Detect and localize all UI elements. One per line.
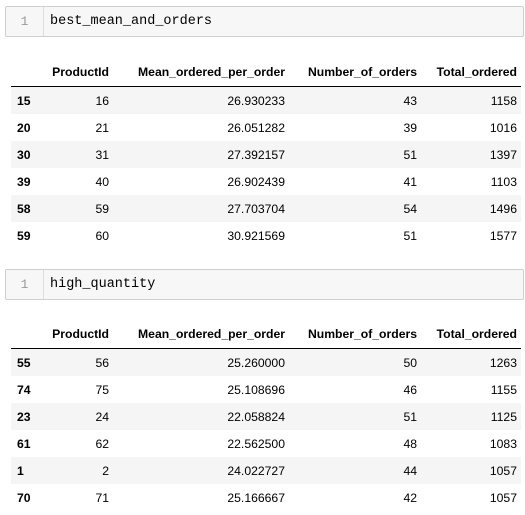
- table-cell: 26.051282: [227, 120, 285, 135]
- row-index: 15: [17, 93, 31, 108]
- row-index: 59: [17, 228, 31, 243]
- line-number: 1: [6, 7, 44, 36]
- table-cell: 51: [403, 409, 417, 424]
- table-cell: 21: [95, 120, 109, 135]
- table-row: 61 62 22.562500 48 1083: [11, 430, 521, 457]
- table-cell: 1577: [489, 228, 517, 243]
- line-number: 1: [6, 270, 44, 299]
- dataframe-output-1: ProductId Mean_ordered_per_order Number_…: [11, 58, 521, 249]
- column-header: Total_ordered: [421, 58, 521, 87]
- row-index: 55: [17, 355, 31, 370]
- table-cell: 41: [403, 174, 417, 189]
- table-cell: 46: [403, 382, 417, 397]
- table-row: 74 75 25.108696 46 1155: [11, 376, 521, 403]
- row-index: 1: [17, 463, 24, 478]
- table-cell: 1397: [489, 147, 517, 162]
- row-index: 39: [17, 174, 31, 189]
- code-cell-input-1[interactable]: 1 best_mean_and_orders: [5, 6, 524, 37]
- table-header-row: ProductId Mean_ordered_per_order Number_…: [11, 58, 521, 87]
- table-cell: 1057: [489, 490, 517, 505]
- table-cell: 51: [403, 147, 417, 162]
- table-row: 58 59 27.703704 54 1496: [11, 195, 521, 222]
- table-cell: 26.930233: [227, 93, 285, 108]
- table-cell: 1155: [490, 382, 517, 397]
- table-cell: 44: [403, 463, 417, 478]
- table-cell: 1125: [490, 409, 517, 424]
- column-header: Total_ordered: [421, 320, 521, 349]
- table-cell: 1496: [489, 201, 517, 216]
- table-cell: 22.562500: [227, 436, 285, 451]
- table-cell: 1083: [489, 436, 517, 451]
- column-header: ProductId: [43, 320, 113, 349]
- table-cell: 56: [95, 355, 109, 370]
- table-cell: 1103: [490, 174, 517, 189]
- row-index: 23: [17, 409, 31, 424]
- table-cell: 1016: [489, 120, 517, 135]
- table-cell: 30.921569: [227, 228, 285, 243]
- table-cell: 50: [403, 355, 417, 370]
- column-header: Number_of_orders: [289, 58, 421, 87]
- table-cell: 54: [403, 201, 417, 216]
- row-index: 30: [17, 147, 31, 162]
- code-cell-input-2[interactable]: 1 high_quantity: [5, 269, 524, 300]
- code-text[interactable]: high_quantity: [50, 277, 156, 292]
- table-cell: 1158: [490, 93, 517, 108]
- table-cell: 1057: [489, 463, 517, 478]
- table-row: 15 16 26.930233 43 1158: [11, 86, 521, 114]
- table-cell: 48: [403, 436, 417, 451]
- table-row: 55 56 25.260000 50 1263: [11, 348, 521, 376]
- index-header: [11, 58, 43, 87]
- table-cell: 25.108696: [227, 382, 285, 397]
- table-cell: 27.703704: [227, 201, 285, 216]
- code-text[interactable]: best_mean_and_orders: [50, 14, 213, 29]
- table-row: 39 40 26.902439 41 1103: [11, 168, 521, 195]
- table-cell: 31: [95, 147, 109, 162]
- table-cell: 25.166667: [227, 490, 285, 505]
- table-row: 20 21 26.051282 39 1016: [11, 114, 521, 141]
- table-cell: 42: [403, 490, 417, 505]
- row-index: 74: [17, 382, 31, 397]
- column-header: Mean_ordered_per_order: [113, 320, 289, 349]
- table-cell: 2: [102, 463, 109, 478]
- table-cell: 24: [95, 409, 109, 424]
- row-index: 70: [17, 490, 31, 505]
- column-header: Number_of_orders: [289, 320, 421, 349]
- table-row: 30 31 27.392157 51 1397: [11, 141, 521, 168]
- column-header: Mean_ordered_per_order: [113, 58, 289, 87]
- table-cell: 26.902439: [227, 174, 285, 189]
- table-cell: 62: [95, 436, 109, 451]
- row-index: 20: [17, 120, 31, 135]
- table-cell: 27.392157: [227, 147, 285, 162]
- table-cell: 51: [403, 228, 417, 243]
- table-cell: 43: [403, 93, 417, 108]
- table-cell: 59: [95, 201, 109, 216]
- table-cell: 40: [95, 174, 109, 189]
- table-cell: 60: [95, 228, 109, 243]
- table-header-row: ProductId Mean_ordered_per_order Number_…: [11, 320, 521, 349]
- table-cell: 16: [95, 93, 109, 108]
- dataframe-output-2: ProductId Mean_ordered_per_order Number_…: [11, 320, 521, 511]
- row-index: 58: [17, 201, 31, 216]
- table-cell: 71: [95, 490, 109, 505]
- table-cell: 22.058824: [227, 409, 285, 424]
- table-cell: 1263: [489, 355, 517, 370]
- row-index: 61: [17, 436, 31, 451]
- table-cell: 25.260000: [227, 355, 285, 370]
- table-cell: 75: [95, 382, 109, 397]
- table-row: 1 2 24.022727 44 1057: [11, 457, 521, 484]
- table-row: 23 24 22.058824 51 1125: [11, 403, 521, 430]
- table-cell: 39: [403, 120, 417, 135]
- table-cell: 24.022727: [227, 463, 285, 478]
- column-header: ProductId: [43, 58, 113, 87]
- index-header: [11, 320, 43, 349]
- table-row: 70 71 25.166667 42 1057: [11, 484, 521, 511]
- table-row: 59 60 30.921569 51 1577: [11, 222, 521, 249]
